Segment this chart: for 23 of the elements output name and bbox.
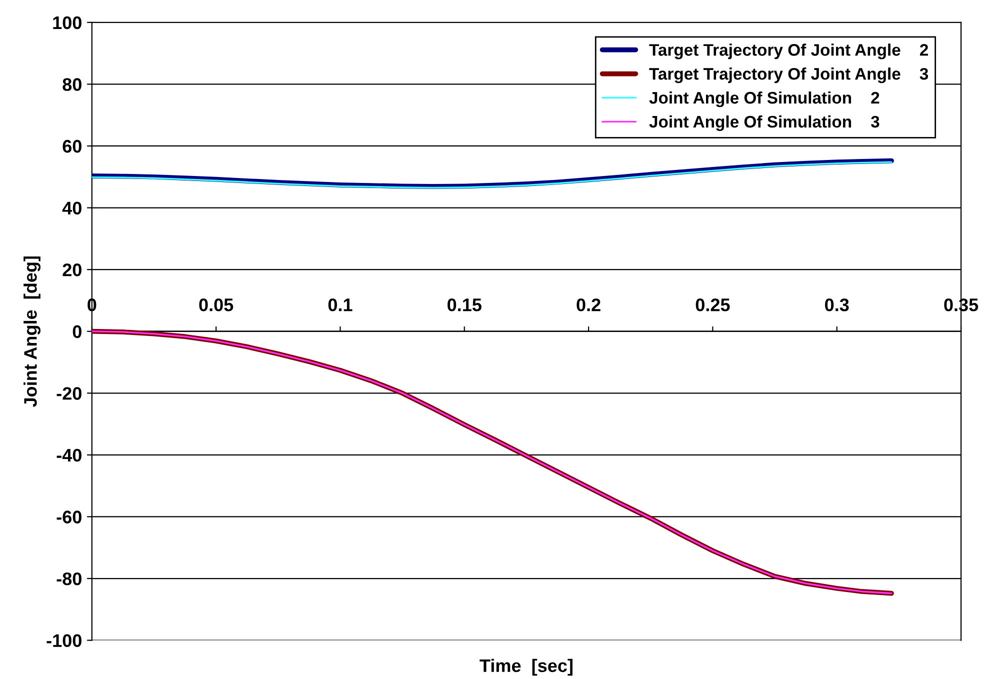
x-tick-label: 0.25 bbox=[696, 298, 730, 312]
x-tick-label: 0.2 bbox=[576, 298, 600, 312]
y-tick-label: 40 bbox=[62, 202, 82, 214]
legend-label: Target Trajectory Of Joint Angle 2 bbox=[649, 44, 928, 60]
y-tick-label: -100 bbox=[46, 634, 82, 648]
y-tick-label: -40 bbox=[56, 448, 82, 462]
x-tick-label: 0.1 bbox=[328, 298, 352, 312]
x-tick-label: 0.15 bbox=[448, 298, 482, 312]
x-axis-title: Time [sec] bbox=[480, 658, 572, 676]
y-tick-label: -60 bbox=[56, 510, 82, 524]
y-tick-label: 80 bbox=[62, 78, 82, 91]
y-tick-label: 100 bbox=[53, 16, 82, 30]
x-tick-label: 0.3 bbox=[825, 298, 849, 312]
y-tick-label: 60 bbox=[62, 140, 82, 153]
y-tick-label: -80 bbox=[56, 572, 82, 586]
legend-label: Joint Angle Of Simulation 2 bbox=[649, 91, 880, 108]
legend-label: Joint Angle Of Simulation 3 bbox=[649, 115, 880, 132]
x-tick-label: 0.05 bbox=[199, 298, 234, 312]
y-tick-label: 20 bbox=[62, 263, 82, 276]
y-tick-label: 0 bbox=[72, 325, 82, 338]
y-tick-label: -20 bbox=[56, 387, 82, 400]
legend-label: Target Trajectory Of Joint Angle 3 bbox=[649, 68, 928, 84]
y-axis-title: Joint Angle [deg] bbox=[24, 256, 40, 407]
